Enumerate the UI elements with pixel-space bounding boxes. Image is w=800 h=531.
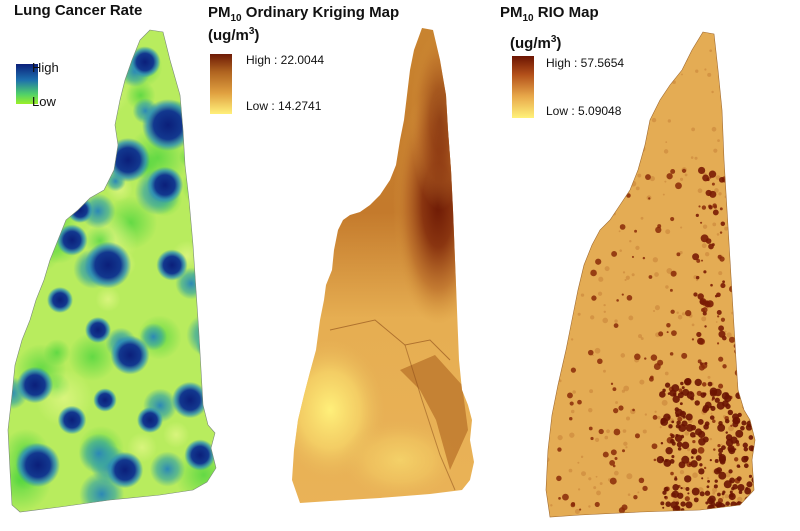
kriging-legend-high: High : 22.0044 <box>246 53 325 67</box>
lung-cancer-legend-high: High <box>32 60 59 75</box>
rio-title: PM10 RIO Map <box>500 4 599 24</box>
lung-cancer-title: Lung Cancer Rate <box>14 2 143 19</box>
rio-units: (ug/m3) <box>510 34 562 52</box>
lung-cancer-panel: Lung Cancer Rate High Low <box>0 0 225 531</box>
kriging-units: (ug/m3) <box>208 26 260 44</box>
lung-cancer-map <box>7 29 217 513</box>
kriging-panel: PM10 Ordinary Kriging Map (ug/m3) High :… <box>200 0 500 531</box>
lung-cancer-legend-ramp <box>16 64 38 104</box>
kriging-legend-low: Low : 14.2741 <box>246 99 322 113</box>
kriging-map <box>292 28 474 503</box>
rio-legend-ramp <box>512 56 534 118</box>
lung-cancer-legend-low: Low <box>32 94 56 109</box>
rio-legend-high: High : 57.5654 <box>546 56 625 70</box>
rio-panel: PM10 RIO Map (ug/m3) High : 57.5654 Low … <box>500 0 800 531</box>
kriging-legend-ramp <box>210 54 232 114</box>
rio-legend-low: Low : 5.09048 <box>546 104 622 118</box>
rio-map <box>545 31 756 518</box>
kriging-title: PM10 Ordinary Kriging Map <box>208 4 400 24</box>
